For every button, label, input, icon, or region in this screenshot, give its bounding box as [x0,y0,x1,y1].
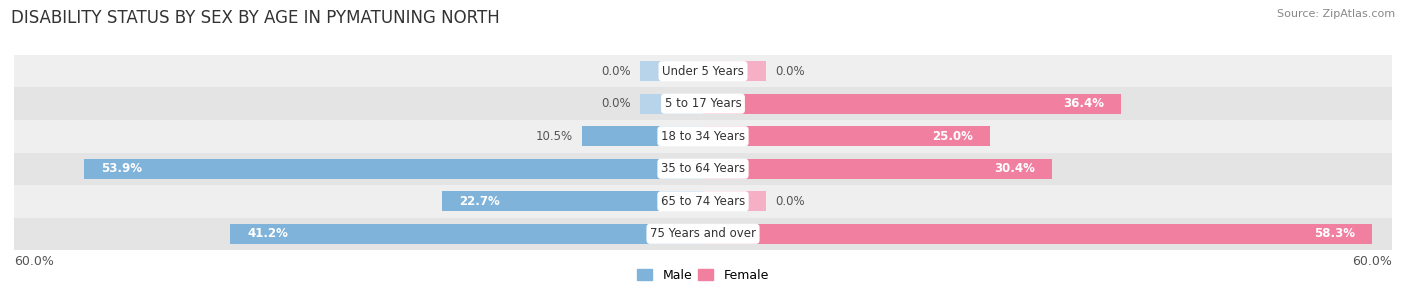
Bar [640,61,703,81]
Text: 41.2%: 41.2% [247,227,288,240]
Text: 0.0%: 0.0% [600,97,631,110]
Bar [703,126,990,146]
Bar [703,224,766,244]
Text: 0.0%: 0.0% [775,195,806,208]
Text: 5 to 17 Years: 5 to 17 Years [665,97,741,110]
Bar [640,159,703,179]
Text: 25.0%: 25.0% [932,130,973,143]
Bar [14,120,1392,152]
Bar [703,61,766,81]
Bar [84,159,703,179]
Bar [14,88,1392,120]
Bar [640,94,703,114]
Text: 60.0%: 60.0% [1353,255,1392,268]
Bar [703,159,766,179]
Bar [640,224,703,244]
Bar [640,126,703,146]
Bar [703,159,1052,179]
Bar [443,191,703,211]
Bar [703,224,1372,244]
Bar [703,224,1372,244]
Text: 0.0%: 0.0% [600,65,631,78]
Bar [231,224,703,244]
Text: 60.0%: 60.0% [14,255,53,268]
Bar [703,126,990,146]
Bar [640,191,703,211]
Text: 36.4%: 36.4% [1063,97,1104,110]
Text: 10.5%: 10.5% [536,130,574,143]
Bar [582,126,703,146]
Text: 65 to 74 Years: 65 to 74 Years [661,195,745,208]
Text: DISABILITY STATUS BY SEX BY AGE IN PYMATUNING NORTH: DISABILITY STATUS BY SEX BY AGE IN PYMAT… [11,9,501,27]
Bar [703,94,766,114]
Legend: Male, Female: Male, Female [633,264,773,287]
Bar [703,94,1121,114]
Bar [640,61,703,81]
Bar [703,126,766,146]
Text: 0.0%: 0.0% [775,65,806,78]
Bar [703,159,1052,179]
Bar [14,152,1392,185]
Text: 30.4%: 30.4% [994,162,1035,175]
Text: 58.3%: 58.3% [1315,227,1355,240]
Text: Source: ZipAtlas.com: Source: ZipAtlas.com [1277,9,1395,19]
Bar [14,217,1392,250]
Text: 18 to 34 Years: 18 to 34 Years [661,130,745,143]
Bar [582,126,703,146]
Text: 22.7%: 22.7% [460,195,501,208]
Text: 75 Years and over: 75 Years and over [650,227,756,240]
Bar [14,185,1392,217]
Text: 35 to 64 Years: 35 to 64 Years [661,162,745,175]
Text: 53.9%: 53.9% [101,162,142,175]
Text: Under 5 Years: Under 5 Years [662,65,744,78]
Bar [703,191,766,211]
Bar [703,191,766,211]
Bar [703,61,766,81]
Bar [84,159,703,179]
Bar [640,94,703,114]
Bar [443,191,703,211]
Bar [231,224,703,244]
Bar [703,94,1121,114]
Bar [14,55,1392,88]
